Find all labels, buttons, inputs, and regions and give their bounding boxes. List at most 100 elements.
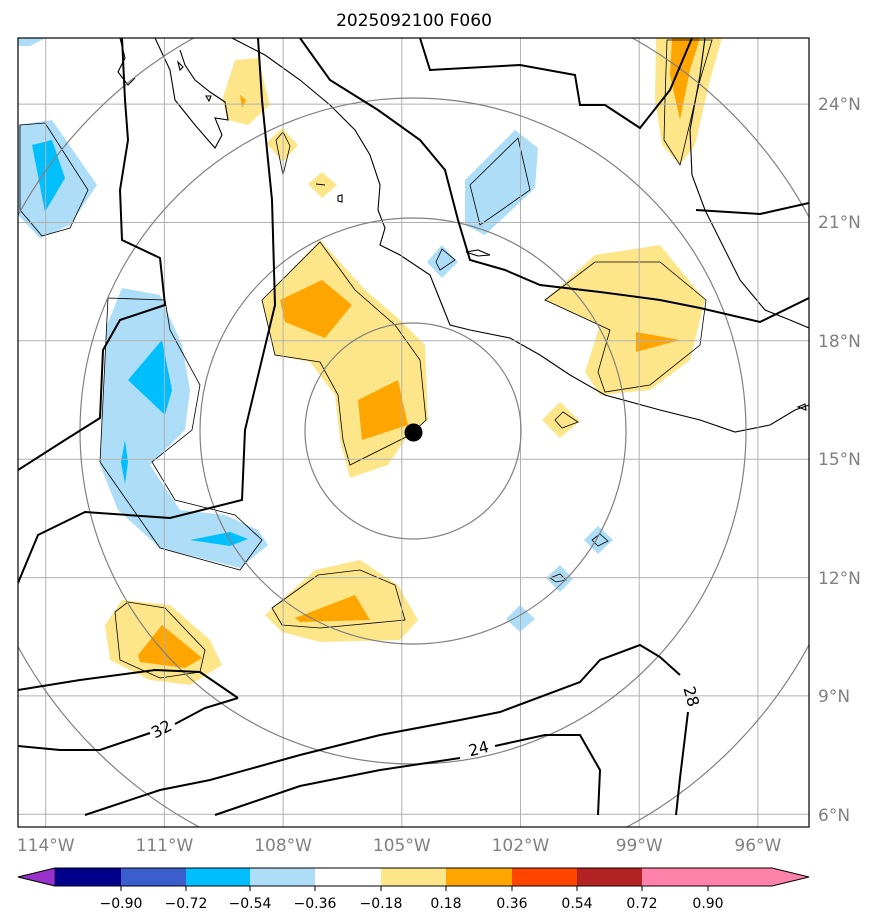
plot-frame	[17, 37, 810, 828]
thick-contour	[174, 697, 239, 725]
contour-label: 28	[679, 684, 703, 709]
thin-contour	[544, 261, 707, 393]
colorbar-ticks	[120, 886, 709, 891]
shade-orange-sw	[138, 625, 202, 668]
thick-contour	[18, 668, 239, 699]
shade-orange-south	[295, 595, 370, 622]
gridlines	[18, 38, 809, 827]
y-tick-label: 15°N	[818, 450, 861, 470]
shade-orange-center-north	[280, 280, 352, 338]
thick-contour	[18, 732, 151, 751]
colorbar-outline	[17, 867, 810, 887]
colorbar-tick-label: 0.54	[561, 896, 592, 912]
shade-lightblue-north	[465, 130, 538, 235]
shade-lightblue-small-3	[546, 565, 573, 592]
colorbar-tick-label: −0.54	[229, 896, 272, 912]
colorbar-tick-label: −0.18	[360, 896, 403, 912]
thick-contour	[214, 757, 461, 816]
x-tick-label: 102°W	[492, 836, 550, 856]
range-ring	[304, 322, 522, 540]
thin-contour	[469, 137, 531, 226]
shade-blue-west-core	[128, 340, 172, 415]
thin-contour	[435, 248, 456, 271]
colorbar-segment	[250, 868, 315, 886]
colorbar-segment	[55, 868, 121, 886]
y-tick-label: 9°N	[818, 687, 850, 707]
y-tick-label: 12°N	[818, 569, 861, 589]
thin-contour	[663, 39, 713, 167]
x-tick-label: 108°W	[254, 836, 312, 856]
thick-contour	[419, 38, 693, 130]
coastlines	[117, 38, 809, 433]
thick-contour	[18, 38, 277, 584]
colorbar-tick-label: 0.90	[692, 896, 723, 912]
colorbar-segment	[512, 868, 577, 886]
shade-blue-west-tail	[190, 532, 248, 546]
range-ring	[199, 217, 627, 645]
colorbar-tick-label: −0.72	[165, 896, 208, 912]
coastline-gulf-east	[689, 38, 809, 329]
thick-contour	[494, 734, 602, 816]
colorbar-tick-label: 0.18	[430, 896, 461, 912]
colorbar-segment	[642, 868, 708, 886]
thick-contour	[18, 38, 167, 471]
colorbar-segment	[315, 868, 381, 886]
colorbar: −0.90 −0.72 −0.54 −0.36 −0.18 0.18 0.36 …	[17, 867, 810, 912]
thick-contours	[18, 38, 809, 816]
shade-blue-nw	[32, 140, 65, 212]
colorbar-segment	[121, 868, 186, 886]
y-tick-label: 6°N	[818, 806, 850, 826]
thin-contour	[591, 533, 609, 547]
negative-shading	[18, 38, 613, 632]
thick-contour	[695, 202, 809, 216]
colorbar-tick-label: −0.90	[100, 896, 143, 912]
shade-yellow-top-left	[222, 58, 270, 125]
colorbar-segment	[186, 868, 250, 886]
colorbar-tick-label: −0.36	[294, 896, 337, 912]
x-tick-label: 111°W	[136, 836, 194, 856]
x-axis: 114°W 111°W 108°W 105°W 102°W 99°W 96°W	[17, 836, 782, 856]
y-tick-label: 21°N	[818, 213, 861, 233]
thin-contour	[19, 122, 89, 237]
colorbar-tick-label: 0.72	[626, 896, 657, 912]
shade-orange-ne	[636, 332, 680, 352]
shade-lightblue-top-left-corner	[18, 38, 46, 46]
shade-orange-center-south	[358, 380, 408, 440]
x-tick-label: 96°W	[734, 836, 781, 856]
thin-contour	[275, 131, 291, 176]
shade-lightblue-west	[100, 288, 268, 568]
thin-contour	[271, 569, 406, 629]
x-tick-label: 114°W	[17, 836, 75, 856]
shade-lightblue-small-1	[427, 245, 458, 278]
y-tick-label: 24°N	[818, 95, 861, 115]
shade-blue-west-small	[121, 440, 128, 484]
positive-shading	[105, 38, 722, 685]
shade-yellow-small-1	[266, 128, 298, 162]
x-tick-label: 105°W	[373, 836, 431, 856]
shade-orange-top-left	[240, 95, 246, 108]
thick-contour	[675, 711, 689, 816]
thick-contour	[299, 38, 809, 324]
y-tick-label: 18°N	[818, 332, 861, 352]
colorbar-tick-label: 0.36	[496, 896, 527, 912]
colorbar-extend-high	[708, 868, 809, 886]
y-axis: 24°N 21°N 18°N 15°N 12°N 9°N 6°N	[818, 95, 861, 826]
coastline-baja	[154, 38, 229, 149]
colorbar-segment	[381, 868, 446, 886]
plot-area: 32 24 28	[18, 38, 809, 827]
thick-contour	[84, 643, 681, 816]
colorbar-extend-low	[17, 867, 56, 887]
coastline-mexico	[231, 38, 809, 433]
thin-contour	[554, 411, 579, 429]
thin-contour	[114, 601, 206, 679]
shade-yellow-ne	[545, 245, 705, 395]
colorbar-segment	[446, 868, 512, 886]
coastline-islands	[176, 60, 807, 411]
storm-center-marker	[404, 423, 423, 442]
x-tick-label: 99°W	[616, 836, 663, 856]
shade-yellow-small-3	[542, 402, 580, 438]
contour-label: 24	[466, 737, 490, 760]
chart-title: 2025092100 F060	[336, 11, 492, 31]
colorbar-segment	[577, 868, 642, 886]
